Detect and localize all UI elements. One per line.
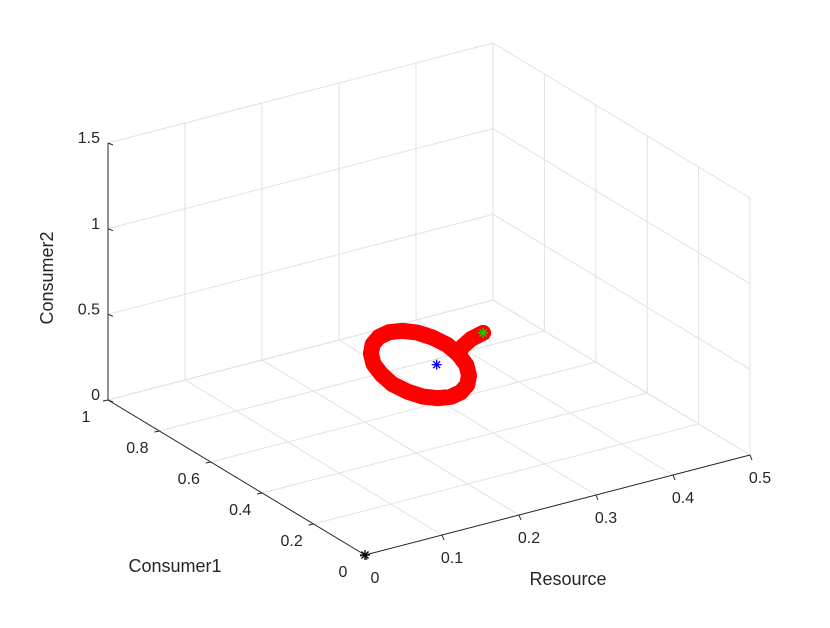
tick-mark xyxy=(107,313,114,317)
tick-mark xyxy=(102,399,109,402)
grid-line xyxy=(492,299,751,456)
x-tick-label: 0.2 xyxy=(518,530,540,547)
axis-line xyxy=(107,399,366,556)
grid-line xyxy=(492,213,751,370)
y-axis-label: Consumer1 xyxy=(128,556,221,576)
x-axis-label: Resource xyxy=(529,569,606,589)
y-tick-label: 0.4 xyxy=(229,502,251,519)
grid-line xyxy=(184,379,443,536)
z-tick-label: 1 xyxy=(91,216,100,233)
grid-line xyxy=(313,423,699,525)
trajectory xyxy=(450,324,492,363)
tick-mark xyxy=(107,142,114,146)
z-tick-label: 1.5 xyxy=(78,130,100,147)
x-tick-label: 0.5 xyxy=(749,470,771,487)
tick-mark xyxy=(749,454,753,461)
tick-mark xyxy=(154,430,160,433)
tick-mark xyxy=(205,461,211,464)
star-marker xyxy=(478,327,489,338)
x-tick-label: 0.1 xyxy=(441,550,463,567)
tick-mark xyxy=(441,534,445,541)
grid-line xyxy=(107,213,494,315)
tick-mark xyxy=(257,492,263,495)
grid-line xyxy=(107,299,494,401)
grid-line xyxy=(107,42,494,144)
grid-line xyxy=(262,392,648,494)
tick-mark xyxy=(595,494,599,501)
grid-line xyxy=(261,359,520,516)
y-tick-label: 0.8 xyxy=(126,440,148,457)
grid-line xyxy=(492,42,751,199)
y-tick-label: 0 xyxy=(339,564,348,581)
star-marker xyxy=(431,359,442,370)
grid-line xyxy=(107,128,494,230)
grid-line xyxy=(210,361,596,463)
x-tick-label: 0.4 xyxy=(672,490,694,507)
tick-mark xyxy=(672,474,676,481)
z-tick-label: 0.5 xyxy=(78,302,100,319)
trajectory xyxy=(362,322,477,407)
y-tick-label: 0.2 xyxy=(280,533,302,550)
star-marker xyxy=(360,550,370,560)
z-axis-label: Consumer2 xyxy=(37,231,57,324)
tick-mark xyxy=(107,399,114,403)
tick-mark xyxy=(518,514,522,521)
tick-mark xyxy=(107,228,114,232)
tick-mark xyxy=(308,523,314,526)
x-tick-label: 0.3 xyxy=(595,510,617,527)
grid-line xyxy=(492,128,751,285)
x-tick-label: 0 xyxy=(371,570,380,587)
y-tick-label: 0.6 xyxy=(178,471,200,488)
z-tick-label: 0 xyxy=(91,387,100,404)
axis-line xyxy=(364,454,751,556)
y-tick-label: 1 xyxy=(82,409,91,426)
grid-line xyxy=(159,330,545,432)
